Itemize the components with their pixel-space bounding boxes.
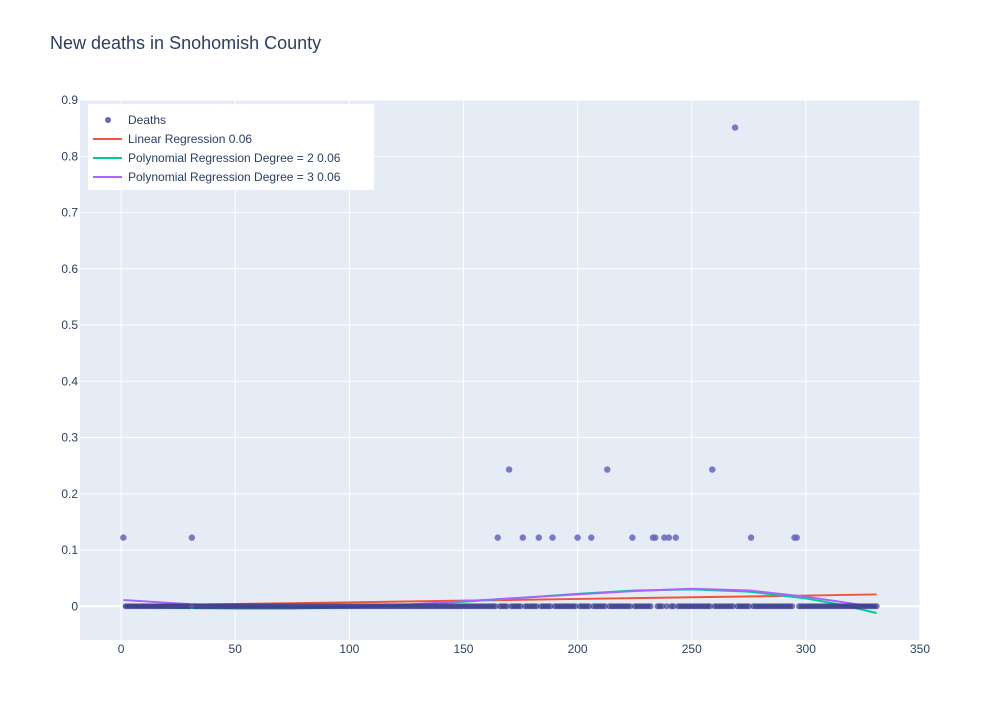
x-tick-label: 50	[229, 642, 243, 656]
legend-marker-deaths	[105, 117, 111, 123]
deaths-point	[188, 534, 196, 541]
deaths-point	[789, 603, 796, 610]
deaths-point	[731, 124, 739, 131]
deaths-point	[549, 534, 556, 541]
y-tick-label: 0.3	[61, 431, 78, 445]
y-tick-label: 0.9	[61, 93, 78, 107]
deaths-point	[747, 534, 755, 541]
y-tick-label: 0.8	[61, 149, 78, 163]
deaths-point	[793, 534, 800, 541]
chart-title: New deaths in Snohomish County	[50, 33, 322, 53]
deaths-point	[586, 603, 593, 610]
y-tick-label: 0.6	[61, 262, 78, 276]
deaths-point	[659, 603, 666, 610]
deaths-point	[505, 466, 513, 473]
deaths-point	[503, 603, 510, 610]
deaths-point	[533, 603, 540, 610]
x-tick-label: 150	[453, 642, 473, 656]
legend-label-linear[interactable]: Linear Regression 0.06	[128, 132, 252, 146]
legend[interactable]: Deaths Linear Regression 0.06 Polynomial R…	[88, 104, 374, 190]
deaths-point	[588, 534, 595, 541]
deaths-point	[517, 603, 524, 610]
deaths-point	[745, 603, 752, 610]
y-tick-label: 0.2	[61, 487, 78, 501]
deaths-point	[707, 603, 713, 610]
legend-label-poly3[interactable]: Polynomial Regression Degree = 3 0.06	[128, 170, 341, 184]
deaths-point	[572, 603, 579, 610]
deaths-point	[492, 603, 499, 610]
x-tick-label: 100	[339, 642, 359, 656]
deaths-point	[629, 534, 636, 541]
y-tick-label: 0	[71, 599, 78, 613]
deaths-point	[535, 534, 543, 541]
deaths-point	[186, 603, 193, 610]
deaths-point	[672, 534, 679, 541]
deaths-point	[519, 534, 527, 541]
deaths-point	[873, 603, 880, 610]
tick-labels: 0 50 100 150 200 250 300 350 0 0.1 0.2 0.3 0.4 0.5 0.6…	[61, 93, 930, 656]
deaths-point	[547, 603, 554, 610]
deaths-point	[647, 603, 654, 610]
y-tick-label: 0.7	[61, 206, 78, 220]
deaths-point	[604, 466, 611, 473]
x-tick-label: 300	[796, 642, 816, 656]
y-tick-label: 0.4	[61, 374, 78, 388]
x-tick-label: 250	[682, 642, 702, 656]
deaths-point	[652, 534, 659, 541]
deaths-point	[665, 534, 673, 541]
deaths-point	[729, 603, 736, 610]
deaths-point	[627, 603, 634, 610]
deaths-point	[494, 534, 501, 541]
deaths-point	[670, 603, 677, 610]
deaths-point	[602, 603, 608, 610]
y-tick-label: 0.5	[61, 318, 78, 332]
deaths-point	[663, 603, 670, 610]
deaths-point	[574, 534, 581, 541]
x-tick-label: 200	[568, 642, 588, 656]
x-tick-label: 0	[118, 642, 125, 656]
y-tick-label: 0.1	[61, 543, 78, 557]
legend-box	[88, 104, 374, 190]
deaths-point	[709, 466, 716, 473]
legend-label-deaths[interactable]: Deaths	[128, 113, 166, 127]
x-tick-label: 350	[910, 642, 930, 656]
deaths-point	[120, 534, 127, 541]
deaths-point	[661, 534, 668, 541]
data-points	[120, 124, 880, 610]
legend-label-poly2[interactable]: Polynomial Regression Degree = 2 0.06	[128, 151, 341, 165]
